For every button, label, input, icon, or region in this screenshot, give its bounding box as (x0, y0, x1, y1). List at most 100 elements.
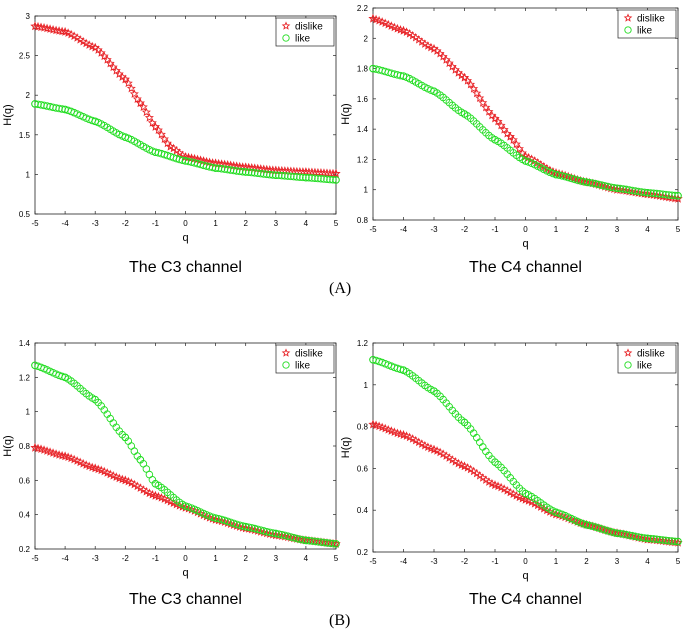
x-tick-label: -5 (369, 557, 377, 566)
marker-like (308, 537, 316, 545)
y-tick-label: 1 (364, 186, 369, 195)
y-tick-label: 0.2 (19, 545, 31, 554)
y-tick-label: 2 (364, 34, 369, 43)
y-tick-label: 1.2 (357, 339, 369, 348)
y-tick-label: 1.6 (357, 95, 369, 104)
marker-dislike (466, 79, 476, 89)
marker-like (217, 164, 226, 173)
x-tick-label: 5 (334, 219, 339, 228)
plot-frame (372, 342, 679, 553)
x-tick-label: 1 (213, 554, 218, 563)
x-tick-label: -1 (152, 554, 160, 563)
legend-marker-dislike (623, 13, 633, 22)
marker-dislike (514, 144, 524, 153)
marker-dislike (517, 148, 527, 157)
marker-dislike (438, 51, 448, 61)
legend-label-like: like (637, 361, 652, 372)
series-like (369, 355, 682, 546)
series-like (31, 361, 340, 548)
y-tick-label: 1.8 (357, 65, 369, 74)
y-axis-label: H(q) (2, 104, 14, 125)
marker-like (299, 536, 307, 544)
y-tick-label: 2.5 (19, 52, 31, 61)
marker-like (263, 170, 271, 179)
y-axis-label: H(q) (340, 437, 352, 458)
marker-like (652, 189, 661, 198)
marker-like (326, 539, 334, 548)
marker-like (269, 171, 277, 179)
marker-dislike (478, 98, 488, 107)
marker-dislike (441, 55, 451, 64)
x-tick-label: -4 (62, 554, 70, 563)
chart-1: -5 -4 -3 -2 -1 0 1 2 3 4 5 0.5 1 1.5 2 2.5 3 q H(q) The C3 … (2, 12, 341, 276)
legend-marker-dislike (623, 348, 633, 357)
marker-like (671, 537, 679, 546)
y-tick-label: 1 (26, 170, 31, 179)
marker-dislike (126, 83, 136, 93)
x-tick-label: 4 (645, 225, 650, 234)
y-tick-label: 1 (364, 381, 369, 390)
marker-like (317, 175, 325, 183)
y-tick-label: 1.4 (357, 125, 369, 134)
marker-like (317, 538, 325, 546)
marker-like (665, 191, 673, 199)
legend-label-like: like (637, 26, 652, 37)
marker-like (253, 169, 262, 177)
x-tick-label: 2 (243, 554, 248, 563)
marker-dislike (511, 139, 521, 149)
marker-like (31, 100, 39, 108)
x-tick-label: 2 (243, 219, 248, 228)
marker-like (293, 173, 301, 181)
x-tick-label: 0 (523, 225, 528, 234)
marker-dislike (331, 168, 341, 178)
x-axis-label: q (522, 238, 528, 250)
marker-like (130, 447, 139, 455)
x-tick-label: 3 (615, 557, 620, 566)
x-axis-label: q (182, 232, 188, 244)
x-tick-label: 3 (274, 219, 279, 228)
marker-like (326, 175, 334, 184)
marker-like (226, 166, 235, 174)
series-dislike (30, 442, 341, 548)
marker-dislike (484, 106, 494, 116)
marker-like (250, 169, 259, 177)
marker-like (649, 189, 658, 197)
marker-dislike (508, 135, 518, 144)
marker-dislike (153, 125, 163, 135)
marker-like (55, 104, 63, 113)
x-tick-label: 2 (584, 557, 589, 566)
marker-dislike (105, 58, 115, 68)
marker-dislike (141, 107, 151, 117)
marker-dislike (472, 88, 482, 98)
chart-2: -5 -4 -3 -2 -1 0 1 2 3 4 5 0.8 1 1.2 1.4 1.6 1.8 2 2.2 q H(q… (340, 4, 683, 276)
marker-like (302, 536, 310, 545)
marker-like (674, 192, 682, 200)
x-tick-label: 4 (304, 554, 309, 563)
marker-dislike (138, 102, 148, 111)
x-tick-label: 0 (183, 219, 188, 228)
marker-like (674, 537, 682, 546)
y-tick-label: 0.8 (357, 216, 369, 225)
marker-like (52, 104, 60, 112)
y-tick-label: 2 (26, 91, 31, 100)
y-tick-label: 2.2 (357, 4, 369, 13)
x-axis-label: q (522, 570, 528, 582)
marker-like (320, 175, 328, 183)
marker-like (671, 191, 679, 200)
panel-label-b: (B) (329, 612, 351, 629)
x-axis-label: q (182, 567, 188, 579)
marker-dislike (463, 75, 473, 85)
marker-like (640, 534, 649, 542)
marker-dislike (96, 48, 106, 57)
legend-label-like: like (295, 34, 310, 45)
x-tick-label: -1 (491, 225, 499, 234)
marker-like (329, 539, 337, 548)
y-tick-label: 3 (26, 12, 31, 21)
marker-like (299, 173, 307, 182)
series-dislike (368, 13, 683, 203)
marker-dislike (99, 51, 109, 61)
legend-label-dislike: dislike (637, 349, 665, 360)
